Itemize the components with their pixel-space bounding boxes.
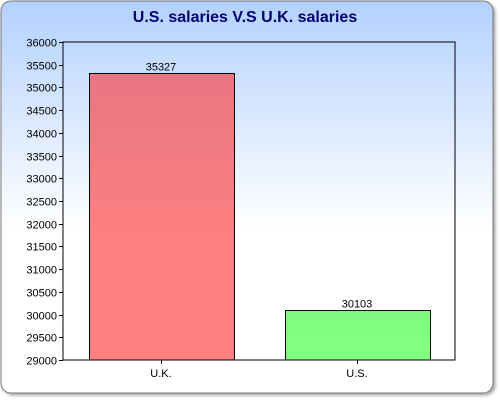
y-tick-label: 36000 — [26, 38, 57, 50]
x-axis: U.K. U.S. — [150, 360, 368, 380]
y-tick-label: 29500 — [26, 333, 57, 345]
chart-title: U.S. salaries V.S U.K. salaries — [133, 9, 358, 26]
bar-uk — [89, 73, 235, 361]
bars — [89, 73, 431, 361]
bar-us — [285, 310, 431, 361]
y-tick-label: 31000 — [26, 265, 57, 277]
y-tick-label: 32000 — [26, 220, 57, 232]
data-label: 30103 — [342, 299, 373, 311]
y-tick-label: 34500 — [26, 106, 57, 118]
y-tick-label: 35500 — [26, 61, 57, 73]
data-labels: 35327 30103 — [146, 62, 373, 311]
y-tick-label: 33000 — [26, 174, 57, 186]
y-tick-label: 30500 — [26, 288, 57, 300]
y-tick-label: 29000 — [26, 356, 57, 368]
y-tick-label: 32500 — [26, 197, 57, 209]
data-label: 35327 — [146, 62, 177, 74]
y-axis: 29000 29500 30000 30500 31000 31500 32000 32500… — [26, 38, 63, 368]
y-tick-label: 31500 — [26, 242, 57, 254]
x-tick-label: U.S. — [346, 368, 367, 380]
x-tick-label: U.K. — [150, 368, 171, 380]
y-tick-label: 34000 — [26, 129, 57, 141]
y-tick-label: 35000 — [26, 83, 57, 95]
y-tick-label: 33500 — [26, 152, 57, 164]
y-tick-label: 30000 — [26, 311, 57, 323]
